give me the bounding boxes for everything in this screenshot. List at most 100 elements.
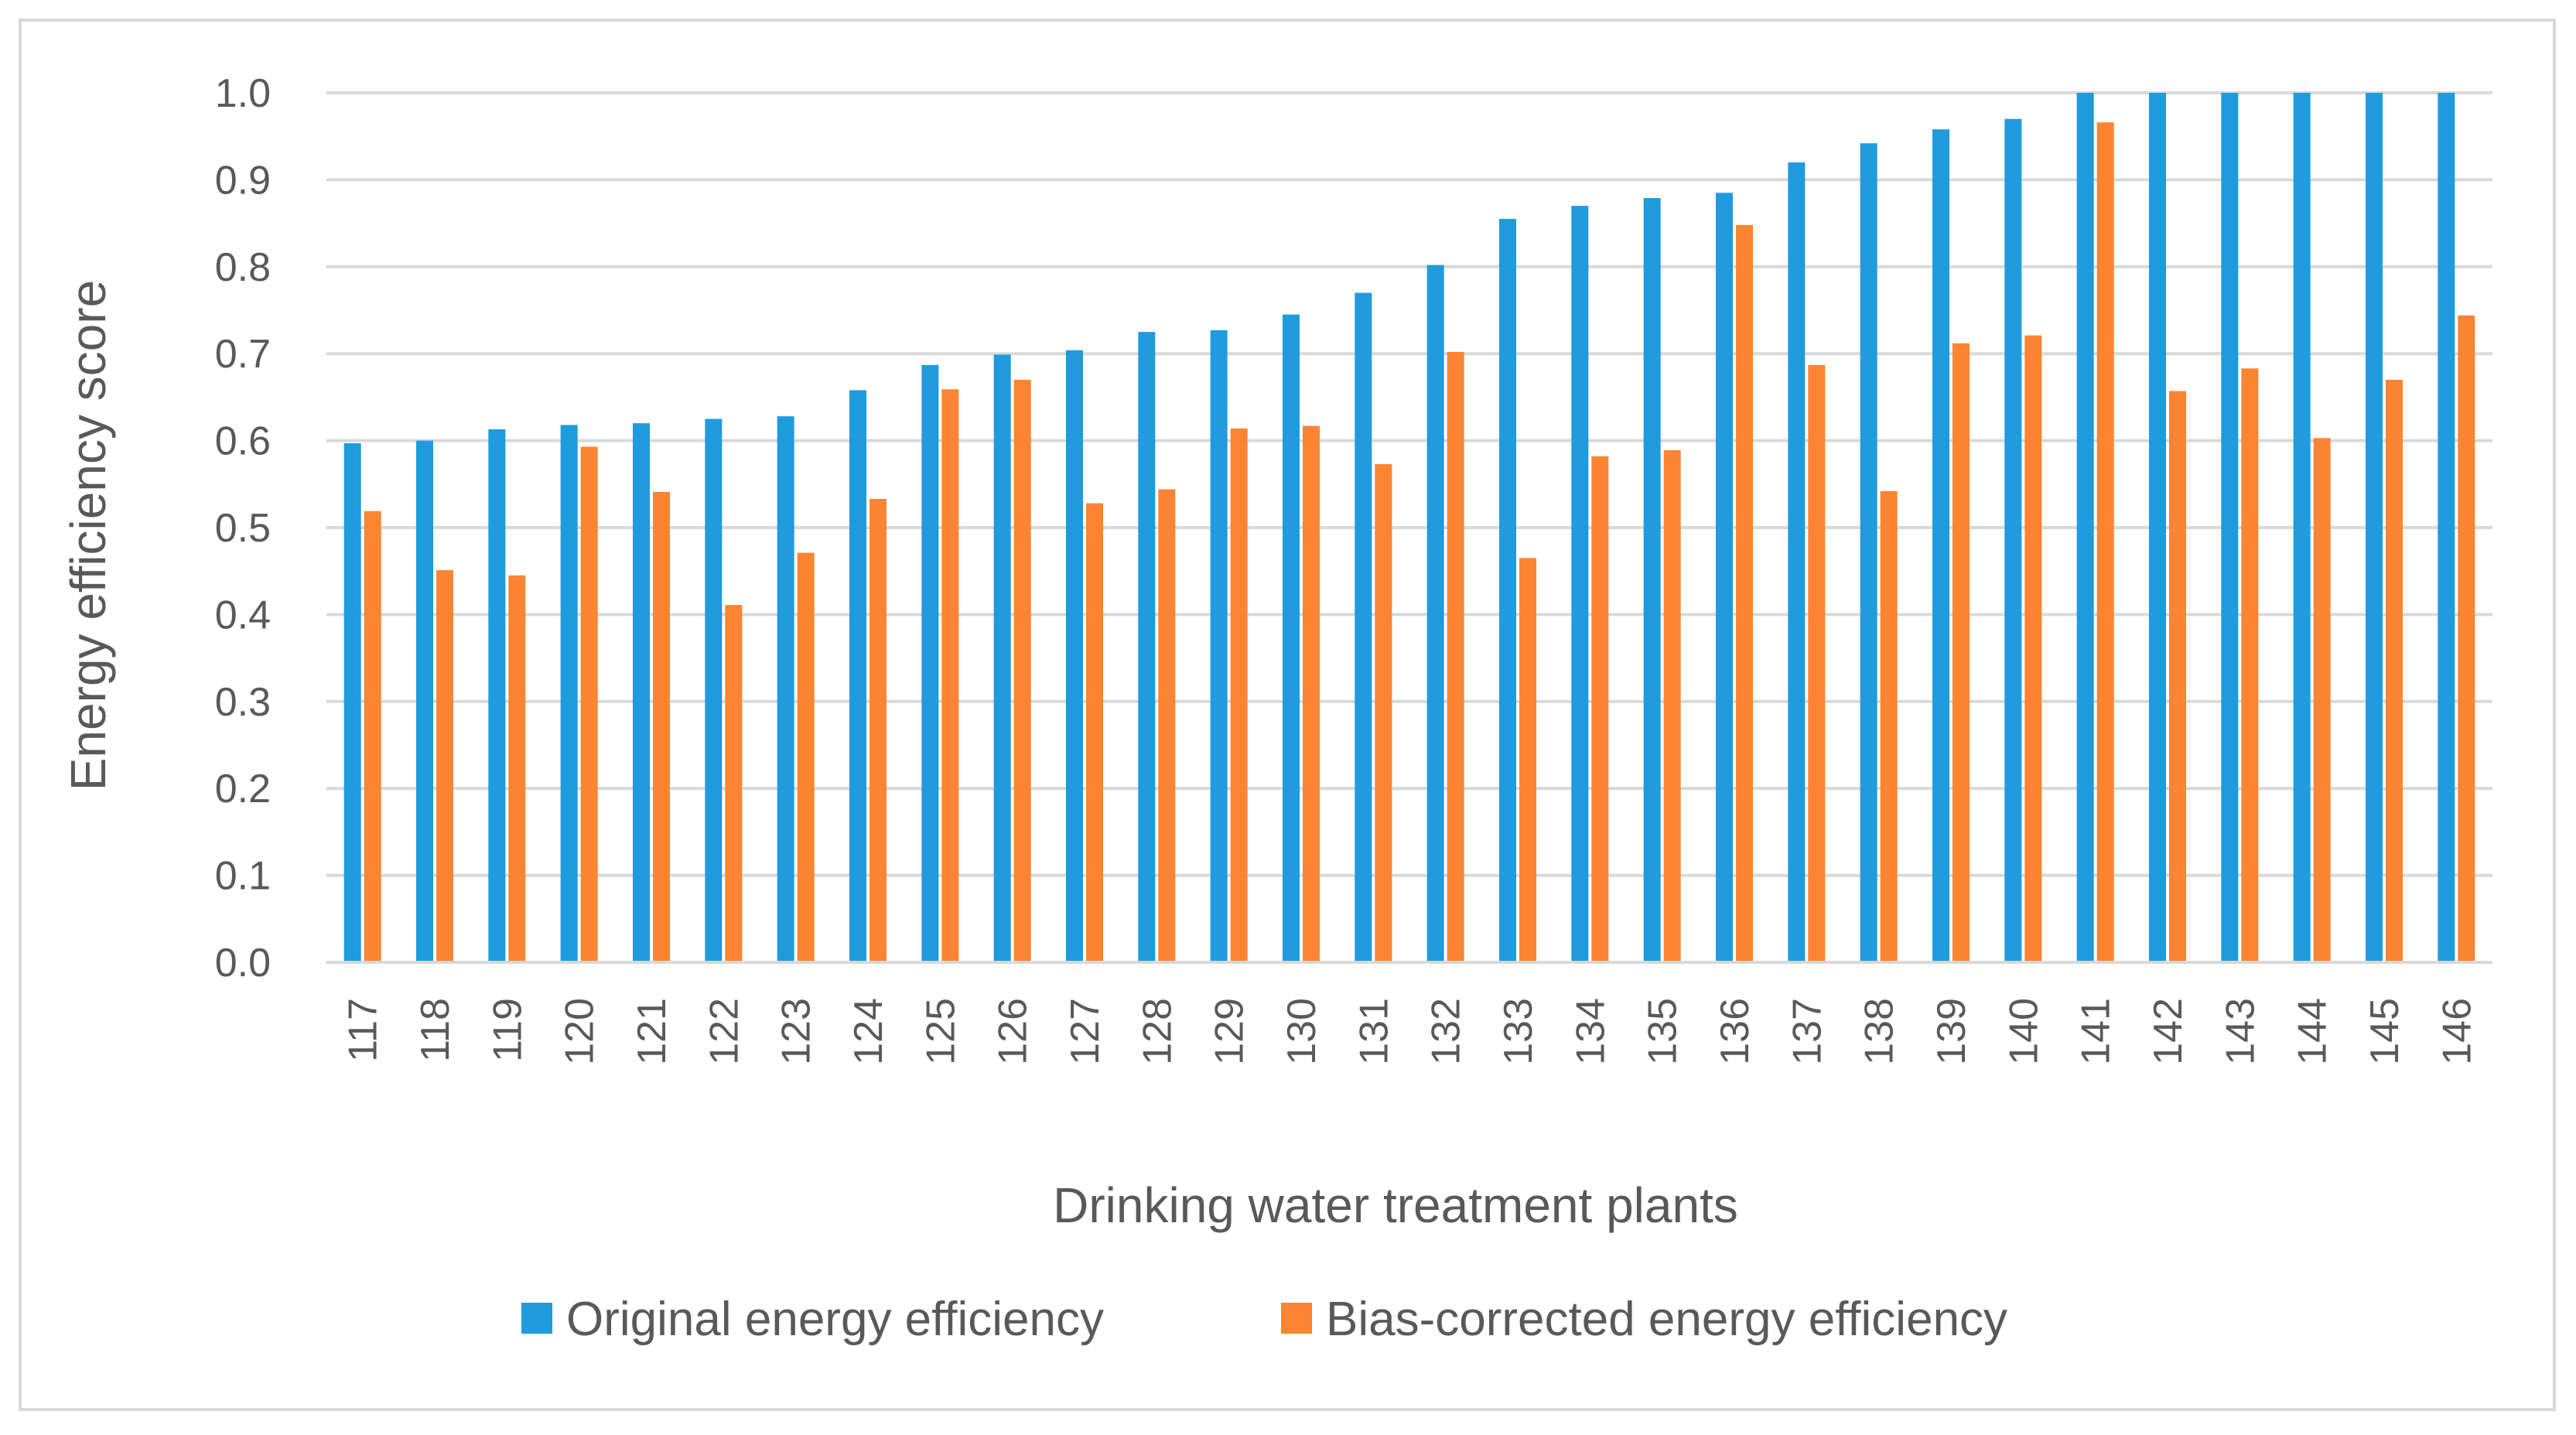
x-tick-label: 132	[1424, 998, 1469, 1065]
bar-original	[1716, 193, 1733, 962]
x-tick-label: 137	[1785, 998, 1830, 1065]
y-tick-label: 0.6	[215, 419, 271, 464]
bar-original	[2366, 93, 2383, 962]
x-tick-label: 128	[1135, 998, 1180, 1065]
bars	[343, 93, 2475, 963]
bar-original	[1932, 129, 1949, 962]
bar-bias-corrected	[436, 570, 453, 962]
bar-bias-corrected	[1303, 425, 1320, 962]
legend-swatch-bias-corrected	[1281, 1303, 1312, 1334]
y-tick-label: 0.3	[215, 680, 271, 725]
bar-bias-corrected	[1736, 224, 1753, 962]
bar-bias-corrected	[2096, 122, 2114, 962]
bar-bias-corrected	[580, 446, 598, 962]
bar-original	[1426, 265, 1444, 962]
bar-original	[2293, 93, 2311, 962]
bar-bias-corrected	[725, 605, 743, 962]
x-tick-label: 119	[485, 998, 530, 1062]
x-axis-title: Drinking water treatment plants	[1053, 1177, 1738, 1233]
x-tick-label: 145	[2362, 998, 2407, 1065]
bar-bias-corrected	[508, 575, 526, 962]
bar-original	[777, 416, 794, 962]
x-tick-label: 134	[1568, 998, 1613, 1065]
bar-original	[1355, 292, 1372, 962]
bar-original	[1210, 330, 1228, 962]
bar-bias-corrected	[1158, 489, 1176, 962]
bar-original	[993, 354, 1011, 963]
bar-original	[343, 442, 361, 962]
x-tick-label: 138	[1857, 998, 1902, 1065]
x-tick-label: 126	[991, 998, 1036, 1065]
bar-original	[2149, 93, 2166, 962]
x-tick-label: 139	[1929, 998, 1974, 1065]
bar-original	[1283, 314, 1300, 962]
bar-original	[560, 425, 578, 962]
bar-bias-corrected	[1519, 558, 1536, 962]
x-tick-label: 122	[702, 998, 746, 1065]
x-tick-label: 123	[774, 998, 819, 1065]
bar-original	[849, 390, 866, 963]
x-tick-label: 121	[630, 998, 675, 1065]
gridlines	[326, 91, 2492, 877]
x-tick-label: 140	[2001, 998, 2046, 1065]
bar-bias-corrected	[1375, 463, 1392, 962]
bar-original	[2004, 118, 2022, 963]
bar-bias-corrected	[2458, 315, 2475, 962]
bar-original	[1860, 143, 1877, 962]
bar-bias-corrected	[2241, 368, 2259, 963]
bar-bias-corrected	[2169, 391, 2186, 963]
bar-bias-corrected	[1447, 351, 1464, 962]
y-axis-title: Energy efficiency score	[60, 280, 116, 791]
bar-bias-corrected	[1230, 428, 1248, 962]
bar-original	[705, 419, 723, 962]
bar-bias-corrected	[1880, 490, 1898, 962]
x-tick-label: 120	[558, 998, 603, 1065]
bar-original	[2438, 93, 2455, 962]
bar-original	[1571, 206, 1589, 962]
bar-bias-corrected	[941, 389, 959, 962]
bar-bias-corrected	[2386, 379, 2403, 962]
legend: Original energy efficiency Bias-correcte…	[521, 1293, 2007, 1346]
bar-bias-corrected	[1013, 379, 1031, 962]
bar-bias-corrected	[869, 498, 887, 962]
bar-original	[488, 429, 506, 962]
x-tick-label: 130	[1279, 998, 1324, 1065]
y-tick-label: 0.0	[215, 941, 271, 986]
bar-bias-corrected	[2313, 438, 2331, 962]
bar-bias-corrected	[1086, 503, 1103, 962]
bar-original	[1066, 350, 1083, 963]
x-tick-label: 144	[2291, 998, 2335, 1065]
legend-swatch-original	[521, 1303, 552, 1334]
bar-original	[633, 423, 650, 962]
bar-original	[416, 440, 433, 962]
bar-original	[921, 364, 939, 962]
x-tick-label: 124	[846, 998, 891, 1065]
bar-original	[1138, 332, 1156, 963]
y-tick-label: 0.5	[215, 506, 271, 551]
bar-original	[1499, 218, 1516, 963]
x-tick-label: 129	[1208, 998, 1252, 1065]
y-tick-label: 0.2	[215, 767, 271, 811]
y-tick-label: 0.9	[215, 158, 271, 203]
x-tick-label: 125	[918, 998, 963, 1065]
x-tick-label: 141	[2074, 998, 2119, 1065]
y-axis-ticks: 0.0 0.1 0.2 0.3 0.4 0.5 0.6 0.7 0.8 0.9 1.0	[215, 71, 271, 986]
x-tick-label: 136	[1713, 998, 1758, 1065]
bar-bias-corrected	[1591, 456, 1609, 962]
legend-label-original: Original energy efficiency	[566, 1293, 1104, 1346]
bar-original	[2221, 93, 2239, 962]
x-tick-label: 135	[1641, 998, 1686, 1065]
bar-bias-corrected	[797, 552, 815, 962]
x-axis-ticks: 117 118 119 120 121 122 123 124 125 126 127 128 129 1…	[341, 998, 2480, 1065]
y-tick-label: 0.4	[215, 593, 271, 637]
bar-bias-corrected	[1663, 449, 1681, 962]
x-tick-label: 118	[413, 998, 458, 1062]
bar-bias-corrected	[1952, 343, 1970, 962]
x-tick-label: 133	[1496, 998, 1541, 1065]
y-tick-label: 0.1	[215, 854, 271, 899]
x-tick-label: 146	[2434, 998, 2479, 1065]
legend-label-bias-corrected: Bias-corrected energy efficiency	[1326, 1293, 2007, 1346]
bar-original	[1643, 198, 1661, 962]
x-tick-label: 142	[2146, 998, 2191, 1065]
